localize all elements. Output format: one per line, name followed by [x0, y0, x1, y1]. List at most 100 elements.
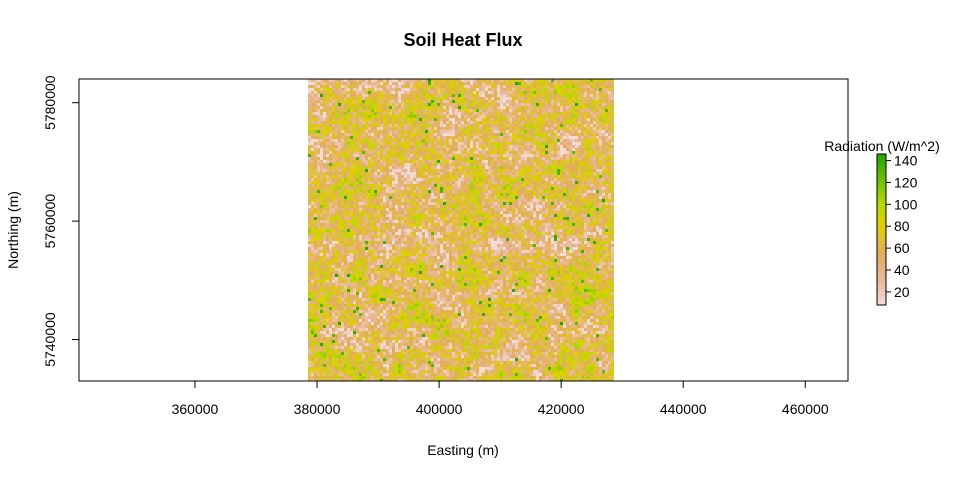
raster-cell — [386, 211, 389, 214]
raster-cell — [608, 133, 611, 136]
raster-cell — [596, 121, 599, 124]
raster-cell — [338, 205, 341, 208]
raster-cell — [446, 184, 449, 187]
raster-cell — [431, 181, 434, 184]
raster-cell — [470, 145, 473, 148]
raster-cell — [413, 202, 416, 205]
raster-cell — [548, 175, 551, 178]
raster-cell — [563, 136, 566, 139]
raster-cell — [398, 205, 401, 208]
raster-cell — [365, 133, 368, 136]
raster-cell — [398, 127, 401, 130]
raster-cell — [518, 169, 521, 172]
raster-cell — [518, 124, 521, 127]
raster-cell — [368, 127, 371, 130]
raster-cell — [569, 112, 572, 115]
raster-cell — [383, 175, 386, 178]
raster-cell — [521, 154, 524, 157]
raster-cell — [392, 214, 395, 217]
raster-cell — [389, 133, 392, 136]
raster-cell — [602, 163, 605, 166]
raster-cell — [407, 97, 410, 100]
raster-cell — [569, 187, 572, 190]
raster-cell — [569, 181, 572, 184]
raster-cell — [497, 148, 500, 151]
raster-cell — [554, 115, 557, 118]
raster-cell — [398, 160, 401, 163]
raster-cell — [392, 172, 395, 175]
raster-cell — [395, 187, 398, 190]
raster-cell — [416, 124, 419, 127]
raster-cell — [419, 121, 422, 124]
raster-cell — [515, 160, 518, 163]
raster-cell — [611, 139, 614, 142]
raster-cell — [416, 115, 419, 118]
raster-cell — [452, 100, 455, 103]
raster-cell — [551, 172, 554, 175]
raster-cell — [521, 145, 524, 148]
raster-cell — [434, 136, 437, 139]
raster-cell — [482, 172, 485, 175]
raster-cell — [329, 178, 332, 181]
raster-cell — [431, 112, 434, 115]
raster-cell — [416, 184, 419, 187]
raster-cell — [416, 157, 419, 160]
raster-cell — [605, 121, 608, 124]
raster-cell — [548, 91, 551, 94]
raster-cell — [347, 103, 350, 106]
raster-cell — [548, 148, 551, 151]
raster-cell — [605, 187, 608, 190]
raster-cell — [596, 154, 599, 157]
raster-cell — [377, 82, 380, 85]
raster-cell — [356, 187, 359, 190]
raster-cell — [488, 124, 491, 127]
raster-cell — [407, 82, 410, 85]
raster-cell — [380, 163, 383, 166]
raster-cell — [338, 151, 341, 154]
raster-cell — [446, 181, 449, 184]
raster-cell — [566, 205, 569, 208]
raster-cell — [440, 106, 443, 109]
raster-cell — [455, 145, 458, 148]
raster-cell — [335, 220, 338, 223]
raster-cell — [443, 109, 446, 112]
raster-cell — [470, 103, 473, 106]
raster-cell — [359, 220, 362, 223]
raster-cell — [590, 121, 593, 124]
raster-cell — [593, 214, 596, 217]
raster-cell — [335, 205, 338, 208]
raster-cell — [587, 136, 590, 139]
raster-cell — [524, 139, 527, 142]
raster-cell — [503, 139, 506, 142]
raster-cell — [323, 118, 326, 121]
raster-cell — [374, 217, 377, 220]
raster-cell — [464, 139, 467, 142]
raster-cell — [602, 169, 605, 172]
raster-cell — [563, 127, 566, 130]
raster-cell — [599, 172, 602, 175]
raster-cell — [365, 163, 368, 166]
raster-cell — [443, 190, 446, 193]
raster-cell — [362, 196, 365, 199]
raster-cell — [368, 85, 371, 88]
raster-cell — [503, 97, 506, 100]
raster-cell — [521, 103, 524, 106]
raster-cell — [398, 151, 401, 154]
raster-cell — [356, 88, 359, 91]
raster-cell — [329, 211, 332, 214]
raster-cell — [329, 91, 332, 94]
raster-cell — [521, 202, 524, 205]
raster-cell — [599, 103, 602, 106]
raster-cell — [560, 211, 563, 214]
raster-cell — [329, 145, 332, 148]
raster-cell — [443, 166, 446, 169]
raster-cell — [479, 94, 482, 97]
raster-cell — [437, 148, 440, 151]
raster-cell — [503, 118, 506, 121]
raster-cell — [509, 223, 512, 226]
raster-cell — [374, 112, 377, 115]
raster-cell — [539, 79, 542, 82]
raster-cell — [350, 100, 353, 103]
raster-cell — [401, 142, 404, 145]
raster-cell — [560, 214, 563, 217]
